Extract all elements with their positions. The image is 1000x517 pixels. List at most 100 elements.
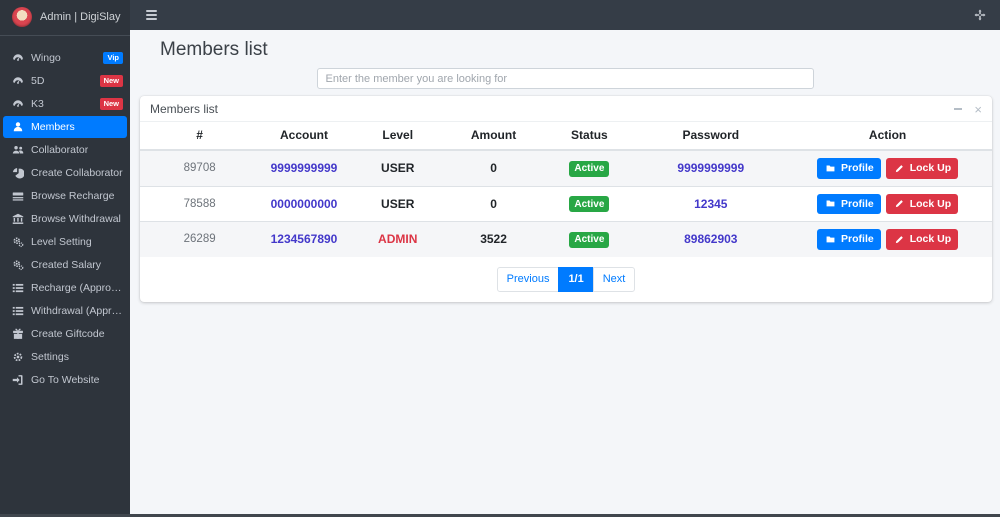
table-row: 78588 0000000000 USER 0 Active 12345 Profile Lo…: [140, 185, 992, 222]
users-icon: [11, 144, 24, 156]
lock-up-button-label: Lock Up: [909, 162, 952, 174]
list-icon: [11, 282, 24, 294]
user-icon: [11, 121, 24, 133]
lock-up-button[interactable]: Lock Up: [885, 158, 959, 179]
account-link[interactable]: 9999999999: [270, 161, 338, 176]
sidebar-item-recharge-approved[interactable]: Recharge (Approved): [3, 277, 127, 299]
sidebar-item-badge: Vip: [103, 52, 123, 64]
gear-icon: [11, 351, 24, 363]
brand-title: Admin | DigiSlay: [40, 11, 121, 23]
pagination-current[interactable]: 1/1: [558, 266, 594, 292]
sidebar-item-label: Withdrawal (Approved): [31, 305, 123, 317]
sidebar-item-label: Wingo: [31, 52, 61, 64]
sidebar-item-create-collaborator[interactable]: Create Collaborator: [3, 162, 127, 184]
folder-icon: [824, 198, 837, 210]
profile-button-label: Profile: [841, 197, 874, 210]
lock-up-button-label: Lock Up: [909, 197, 952, 210]
member-id: 26289: [140, 221, 260, 257]
sidebar-item-withdrawal-approved[interactable]: Withdrawal (Approved): [3, 300, 127, 322]
sidebar: Admin | DigiSlay Wingo Vip 5D New K3 New Membe…: [0, 0, 130, 517]
folder-icon: [824, 162, 837, 174]
status-badge: Active: [569, 231, 610, 248]
collapse-icon[interactable]: [954, 108, 963, 110]
level-label: USER: [381, 196, 415, 211]
sidebar-item-label: Created Salary: [31, 259, 102, 271]
sidebar-item-label: Level Setting: [31, 236, 92, 248]
fullscreen-icon[interactable]: [974, 9, 986, 21]
main-content: Members list Members list × #AccountLeve…: [130, 30, 1000, 517]
money-icon: [11, 190, 24, 202]
sidebar-item-badge: New: [99, 98, 123, 110]
gauge-icon: [11, 52, 24, 64]
sidebar-item-label: Go To Website: [31, 374, 100, 386]
column-header-status: Status: [540, 122, 639, 151]
lock-up-button[interactable]: Lock Up: [885, 193, 959, 215]
sidebar-item-settings[interactable]: Settings: [3, 346, 127, 368]
column-header-amount: Amount: [446, 122, 541, 151]
amount-value: 3522: [446, 221, 541, 257]
sidebar-nav: Wingo Vip 5D New K3 New Members Collaborator Cre…: [0, 36, 130, 391]
menu-toggle-icon[interactable]: [144, 7, 159, 23]
brand[interactable]: Admin | DigiSlay: [0, 0, 130, 36]
account-link[interactable]: 1234567890: [270, 232, 338, 247]
lock-up-button[interactable]: Lock Up: [885, 229, 959, 250]
sidebar-item-members[interactable]: Members: [3, 116, 127, 138]
gift-icon: [11, 328, 24, 340]
gauge-icon: [11, 75, 24, 87]
sidebar-item-label: 5D: [31, 75, 45, 87]
pencil-icon: [893, 198, 906, 210]
sidebar-item-created-salary[interactable]: Created Salary: [3, 254, 127, 276]
column-header-: #: [140, 122, 260, 151]
close-icon[interactable]: ×: [974, 101, 982, 117]
page-title: Members list: [160, 39, 268, 60]
pencil-icon: [893, 233, 906, 245]
sidebar-item-label: Browse Withdrawal: [31, 213, 121, 225]
account-link[interactable]: 0000000000: [270, 196, 338, 211]
sidebar-item-collaborator[interactable]: Collaborator: [3, 139, 127, 161]
profile-button[interactable]: Profile: [817, 229, 881, 250]
sidebar-item-browse-recharge[interactable]: Browse Recharge: [3, 185, 127, 207]
level-label: ADMIN: [378, 232, 418, 247]
pencil-icon: [893, 162, 906, 174]
status-badge: Active: [569, 160, 610, 177]
profile-button[interactable]: Profile: [817, 193, 881, 215]
sidebar-item-label: K3: [31, 98, 44, 110]
table-row: 89708 9999999999 USER 0 Active 9999999999 Prof…: [140, 149, 992, 187]
pagination: Previous 1/1 Next: [140, 257, 992, 302]
sidebar-item-go-to-website[interactable]: Go To Website: [3, 369, 127, 391]
table-header-row: # Account Level Amount Status Password Action: [140, 122, 992, 151]
member-search-input[interactable]: [316, 68, 814, 89]
card-header: Members list ×: [140, 96, 992, 122]
profile-button[interactable]: Profile: [817, 158, 881, 179]
avatar: [12, 7, 32, 27]
sidebar-item-label: Browse Recharge: [31, 190, 115, 202]
sidebar-item-label: Create Collaborator: [31, 167, 123, 179]
pagination-previous[interactable]: Previous: [496, 266, 560, 292]
folder-icon: [824, 233, 837, 245]
members-card: Members list × # Account Level Amount Status…: [140, 96, 992, 302]
column-header-password: Password: [638, 122, 784, 151]
lock-up-button-label: Lock Up: [909, 233, 952, 246]
sidebar-item-wingo[interactable]: Wingo Vip: [3, 47, 127, 69]
sidebar-item-browse-withdrawal[interactable]: Browse Withdrawal: [3, 208, 127, 230]
sidebar-item-k3[interactable]: K3 New: [3, 93, 127, 115]
password-link[interactable]: 12345: [694, 196, 728, 211]
card-title: Members list: [150, 102, 219, 116]
bank-icon: [11, 213, 24, 225]
amount-value: 0: [446, 149, 541, 187]
sidebar-item-level-setting[interactable]: Level Setting: [3, 231, 127, 253]
sidebar-item-5d[interactable]: 5D New: [3, 70, 127, 92]
table-row: 26289 1234567890 ADMIN 3522 Active 89862903 Pr…: [140, 221, 992, 257]
profile-button-label: Profile: [841, 162, 874, 174]
status-badge: Active: [569, 196, 610, 213]
password-link[interactable]: 9999999999: [677, 161, 745, 176]
pagination-next[interactable]: Next: [592, 266, 636, 292]
level-label: USER: [381, 161, 415, 176]
topbar: [130, 0, 1000, 30]
password-link[interactable]: 89862903: [684, 232, 738, 247]
sidebar-item-create-giftcode[interactable]: Create Giftcode: [3, 323, 127, 345]
pie-chart-icon: [11, 167, 24, 179]
gauge-icon: [11, 98, 24, 110]
card-tools: ×: [954, 103, 982, 116]
column-header-account: Account: [259, 122, 349, 151]
